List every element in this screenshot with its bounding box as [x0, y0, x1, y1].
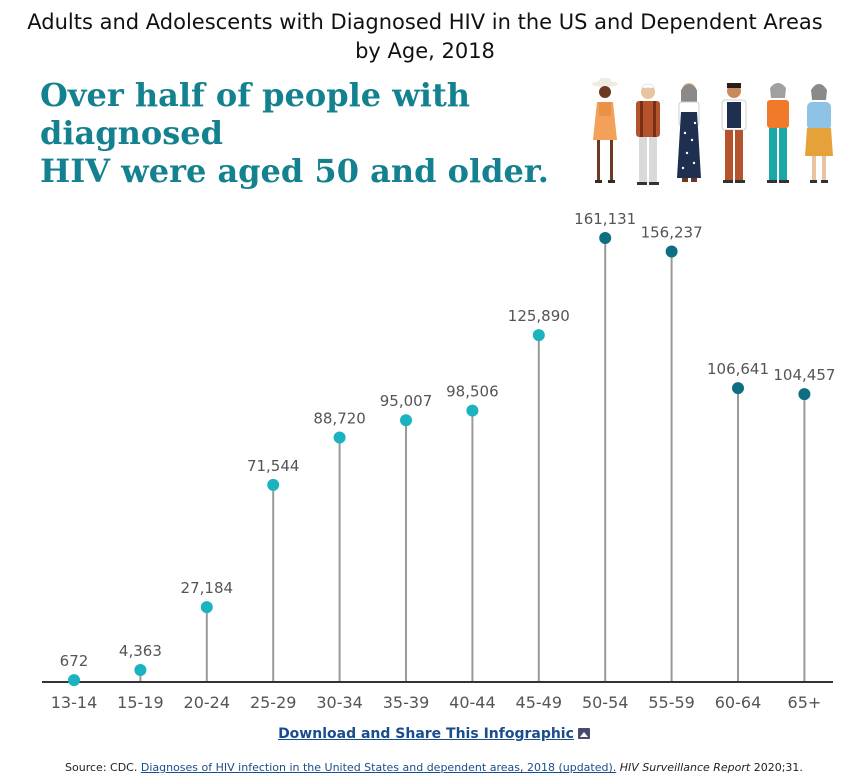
dot-65+: [798, 388, 811, 401]
tick-label-13-14: 13-14: [51, 693, 98, 712]
image-icon: [577, 728, 590, 739]
dots-group: [68, 232, 811, 687]
source-suffix: 2020;31.: [753, 761, 803, 774]
value-label-40-44: 98,506: [446, 383, 499, 401]
source-note: Source: CDC. Diagnoses of HIV infection …: [0, 761, 850, 774]
value-label-50-54: 161,131: [574, 210, 636, 228]
download-link-row: Download and Share This Infographic: [0, 726, 850, 742]
source-prefix: Source: CDC.: [65, 761, 138, 774]
source-report-link[interactable]: Diagnoses of HIV infection in the United…: [140, 761, 617, 774]
dot-50-54: [599, 232, 612, 244]
person-2-figure: [636, 83, 660, 185]
tick-label-50-54: 50-54: [582, 693, 629, 712]
value-label-55-59: 156,237: [641, 223, 703, 241]
tick-label-35-39: 35-39: [383, 693, 430, 712]
dot-13-14: [68, 674, 80, 687]
dot-60-64: [732, 382, 744, 395]
tick-label-40-44: 40-44: [449, 693, 496, 712]
tick-label-25-29: 25-29: [250, 693, 297, 712]
headline-line2: HIV were aged 50 and older.: [40, 152, 549, 190]
download-infographic-link[interactable]: Download and Share This Infographic: [278, 726, 590, 742]
dot-15-19: [134, 663, 147, 676]
person-1-figure: [592, 78, 618, 183]
dot-40-44: [466, 404, 479, 417]
dot-25-29: [267, 478, 280, 491]
value-label-45-49: 125,890: [508, 307, 570, 325]
value-label-25-29: 71,544: [247, 457, 300, 475]
value-label-60-64: 106,641: [707, 360, 769, 378]
tick-labels-group: 13-14 15-19 20-24 25-29 30-34 35-39 40-44 45-49…: [51, 693, 822, 712]
value-label-13-14: 672: [60, 652, 89, 670]
tick-label-20-24: 20-24: [184, 693, 231, 712]
tick-label-60-64: 60-64: [715, 693, 762, 712]
stems-group: [73, 238, 806, 682]
person-3-figure: [677, 83, 701, 182]
value-label-35-39: 95,007: [380, 392, 433, 410]
chart-title-line2: by Age, 2018: [355, 39, 495, 63]
value-label-65+: 104,457: [773, 366, 835, 384]
dot-55-59: [665, 245, 678, 258]
dot-20-24: [200, 601, 213, 614]
dot-35-39: [400, 414, 412, 427]
value-label-30-34: 88,720: [313, 410, 366, 428]
tick-label-15-19: 15-19: [117, 693, 164, 712]
headline: Over half of people with diagnosed HIV w…: [40, 76, 580, 190]
chart-title: Adults and Adolescents with Diagnosed HI…: [0, 8, 850, 66]
tick-label-30-34: 30-34: [316, 693, 363, 712]
source-italic-title: HIV Surveillance Report: [619, 761, 751, 774]
tick-label-45-49: 45-49: [516, 693, 563, 712]
people-illustration: [592, 78, 833, 185]
tick-label-65+: 65+: [788, 693, 822, 712]
value-labels-group: 672 4,363 27,184 71,544 88,720 95,007 98,506 12…: [60, 210, 836, 670]
headline-line1: Over half of people with diagnosed: [40, 76, 470, 152]
dot-30-34: [333, 431, 346, 444]
chart-title-line1: Adults and Adolescents with Diagnosed HI…: [27, 10, 823, 34]
person-6-figure: [805, 84, 833, 183]
value-label-20-24: 27,184: [181, 579, 234, 597]
dot-45-49: [532, 329, 545, 342]
person-4-figure: [721, 83, 747, 183]
tick-label-55-59: 55-59: [648, 693, 695, 712]
value-label-15-19: 4,363: [119, 642, 162, 660]
person-5-figure: [767, 83, 789, 183]
download-infographic-label: Download and Share This Infographic: [278, 726, 574, 742]
